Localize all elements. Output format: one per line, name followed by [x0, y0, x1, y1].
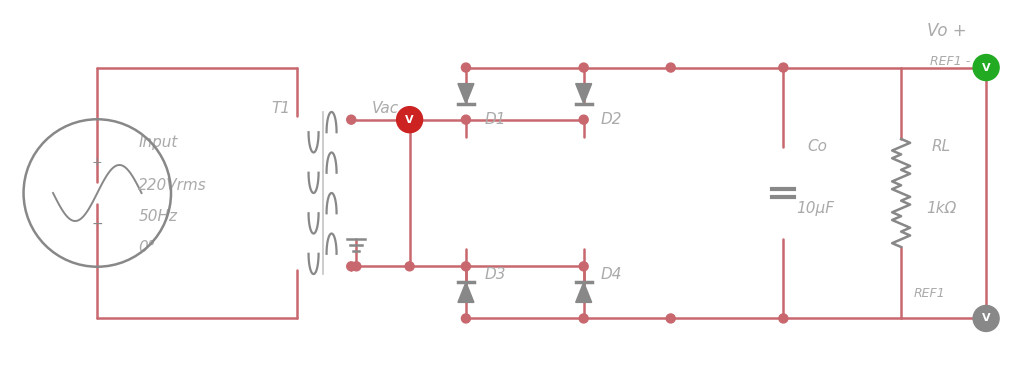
Circle shape [352, 262, 360, 271]
Text: 50Hz: 50Hz [138, 209, 177, 223]
Text: −: − [91, 217, 103, 231]
Circle shape [406, 115, 414, 124]
Circle shape [580, 63, 588, 72]
Circle shape [667, 314, 675, 323]
Circle shape [982, 63, 990, 72]
Polygon shape [575, 84, 592, 103]
Circle shape [462, 115, 470, 124]
Text: V: V [982, 63, 990, 73]
Text: D1: D1 [484, 112, 506, 127]
Text: T1: T1 [271, 101, 291, 115]
Circle shape [396, 107, 423, 133]
Circle shape [973, 54, 999, 81]
Polygon shape [458, 283, 474, 302]
Circle shape [973, 305, 999, 332]
Text: 10μF: 10μF [797, 201, 835, 216]
Circle shape [580, 314, 588, 323]
Text: 220Vrms: 220Vrms [138, 178, 207, 193]
Circle shape [982, 314, 990, 323]
Text: D3: D3 [484, 267, 506, 281]
Polygon shape [575, 283, 592, 302]
Polygon shape [458, 84, 474, 103]
Circle shape [580, 262, 588, 271]
Text: Vac: Vac [372, 101, 398, 115]
Circle shape [462, 262, 470, 271]
Text: D2: D2 [601, 112, 623, 127]
Text: REF1 -: REF1 - [930, 55, 970, 68]
Circle shape [347, 262, 355, 271]
Circle shape [347, 115, 355, 124]
Text: Vo +: Vo + [927, 22, 967, 40]
Text: D4: D4 [601, 267, 623, 281]
Text: REF1: REF1 [913, 287, 945, 300]
Circle shape [406, 262, 414, 271]
Text: 1kΩ: 1kΩ [927, 201, 957, 216]
Circle shape [779, 63, 787, 72]
Circle shape [580, 115, 588, 124]
Text: Co: Co [807, 139, 827, 154]
Circle shape [779, 314, 787, 323]
Text: +: + [92, 156, 102, 169]
Text: V: V [982, 313, 990, 323]
Text: Input: Input [138, 135, 177, 150]
Text: V: V [406, 115, 414, 125]
Circle shape [462, 314, 470, 323]
Circle shape [462, 63, 470, 72]
Text: 0°: 0° [138, 240, 156, 254]
Circle shape [667, 63, 675, 72]
Text: RL: RL [932, 139, 951, 154]
